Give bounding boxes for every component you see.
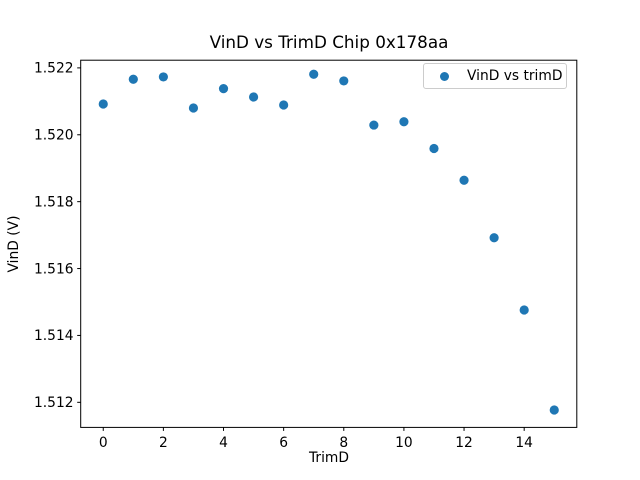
y-tick-label: 1.518 <box>34 194 74 210</box>
axes-spines <box>80 59 578 428</box>
data-point <box>489 233 499 243</box>
y-tick-label: 1.514 <box>34 328 74 344</box>
data-point <box>188 103 199 113</box>
x-axis-label: TrimD <box>309 450 349 466</box>
data-point <box>369 120 379 130</box>
y-tick-label: 1.516 <box>34 261 74 277</box>
x-tick-label: 6 <box>279 435 288 451</box>
x-tick-label: 12 <box>455 435 473 451</box>
y-axis-label: VinD (V) <box>6 215 22 273</box>
y-tick-label: 1.512 <box>34 395 74 411</box>
x-tick-label: 4 <box>219 435 228 451</box>
data-point <box>248 92 259 102</box>
data-point <box>399 117 409 127</box>
x-tick-label: 10 <box>395 435 413 451</box>
data-point <box>339 76 349 86</box>
x-tick-label: 14 <box>515 435 533 451</box>
legend-series-label: VinD vs trimD <box>467 68 563 84</box>
y-tick-label: 1.522 <box>34 61 74 77</box>
data-point <box>128 74 138 84</box>
y-tick-label: 1.520 <box>34 128 74 144</box>
data-point <box>279 100 289 110</box>
data-point <box>98 99 108 109</box>
data-point <box>309 69 319 79</box>
x-tick-label: 2 <box>159 435 168 451</box>
data-point <box>429 143 439 154</box>
data-point <box>459 175 469 185</box>
data-point <box>549 405 559 415</box>
x-tick-label: 0 <box>99 435 108 451</box>
x-tick-label: 8 <box>339 435 348 451</box>
chart-title: VinD vs TrimD Chip 0x178aa <box>209 32 449 52</box>
legend: VinD vs trimD <box>423 63 567 89</box>
legend-marker-icon <box>440 71 449 81</box>
data-point <box>218 84 229 94</box>
data-point <box>158 72 168 82</box>
data-point <box>519 305 529 315</box>
